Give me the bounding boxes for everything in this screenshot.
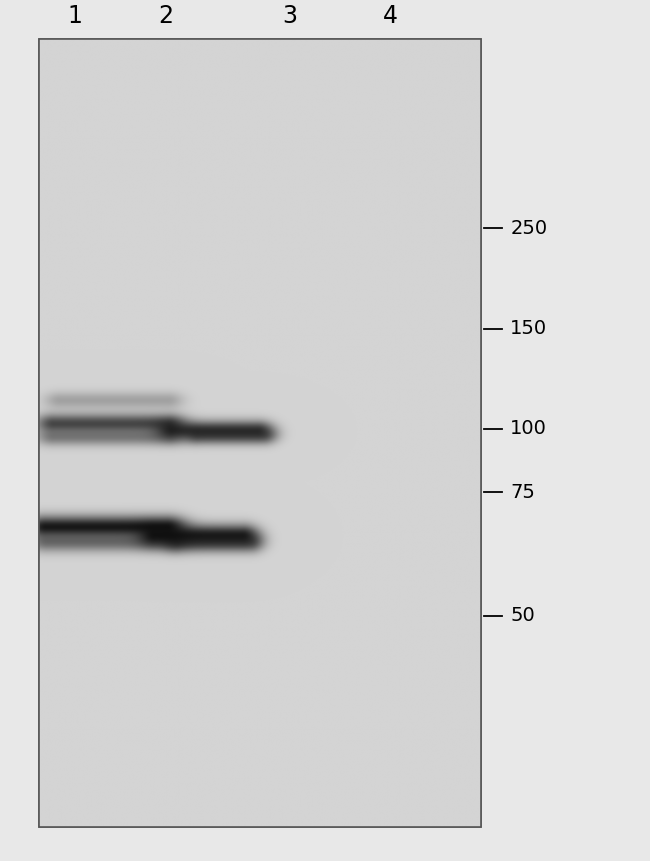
Text: 50: 50 <box>510 606 535 625</box>
Text: 2: 2 <box>158 3 174 28</box>
Text: 1: 1 <box>68 3 82 28</box>
FancyBboxPatch shape <box>39 39 481 827</box>
Text: 100: 100 <box>510 419 547 438</box>
Text: 75: 75 <box>510 483 535 502</box>
Text: 4: 4 <box>382 3 398 28</box>
Text: 3: 3 <box>281 3 297 28</box>
Text: 150: 150 <box>510 319 547 338</box>
Text: 250: 250 <box>510 219 547 238</box>
